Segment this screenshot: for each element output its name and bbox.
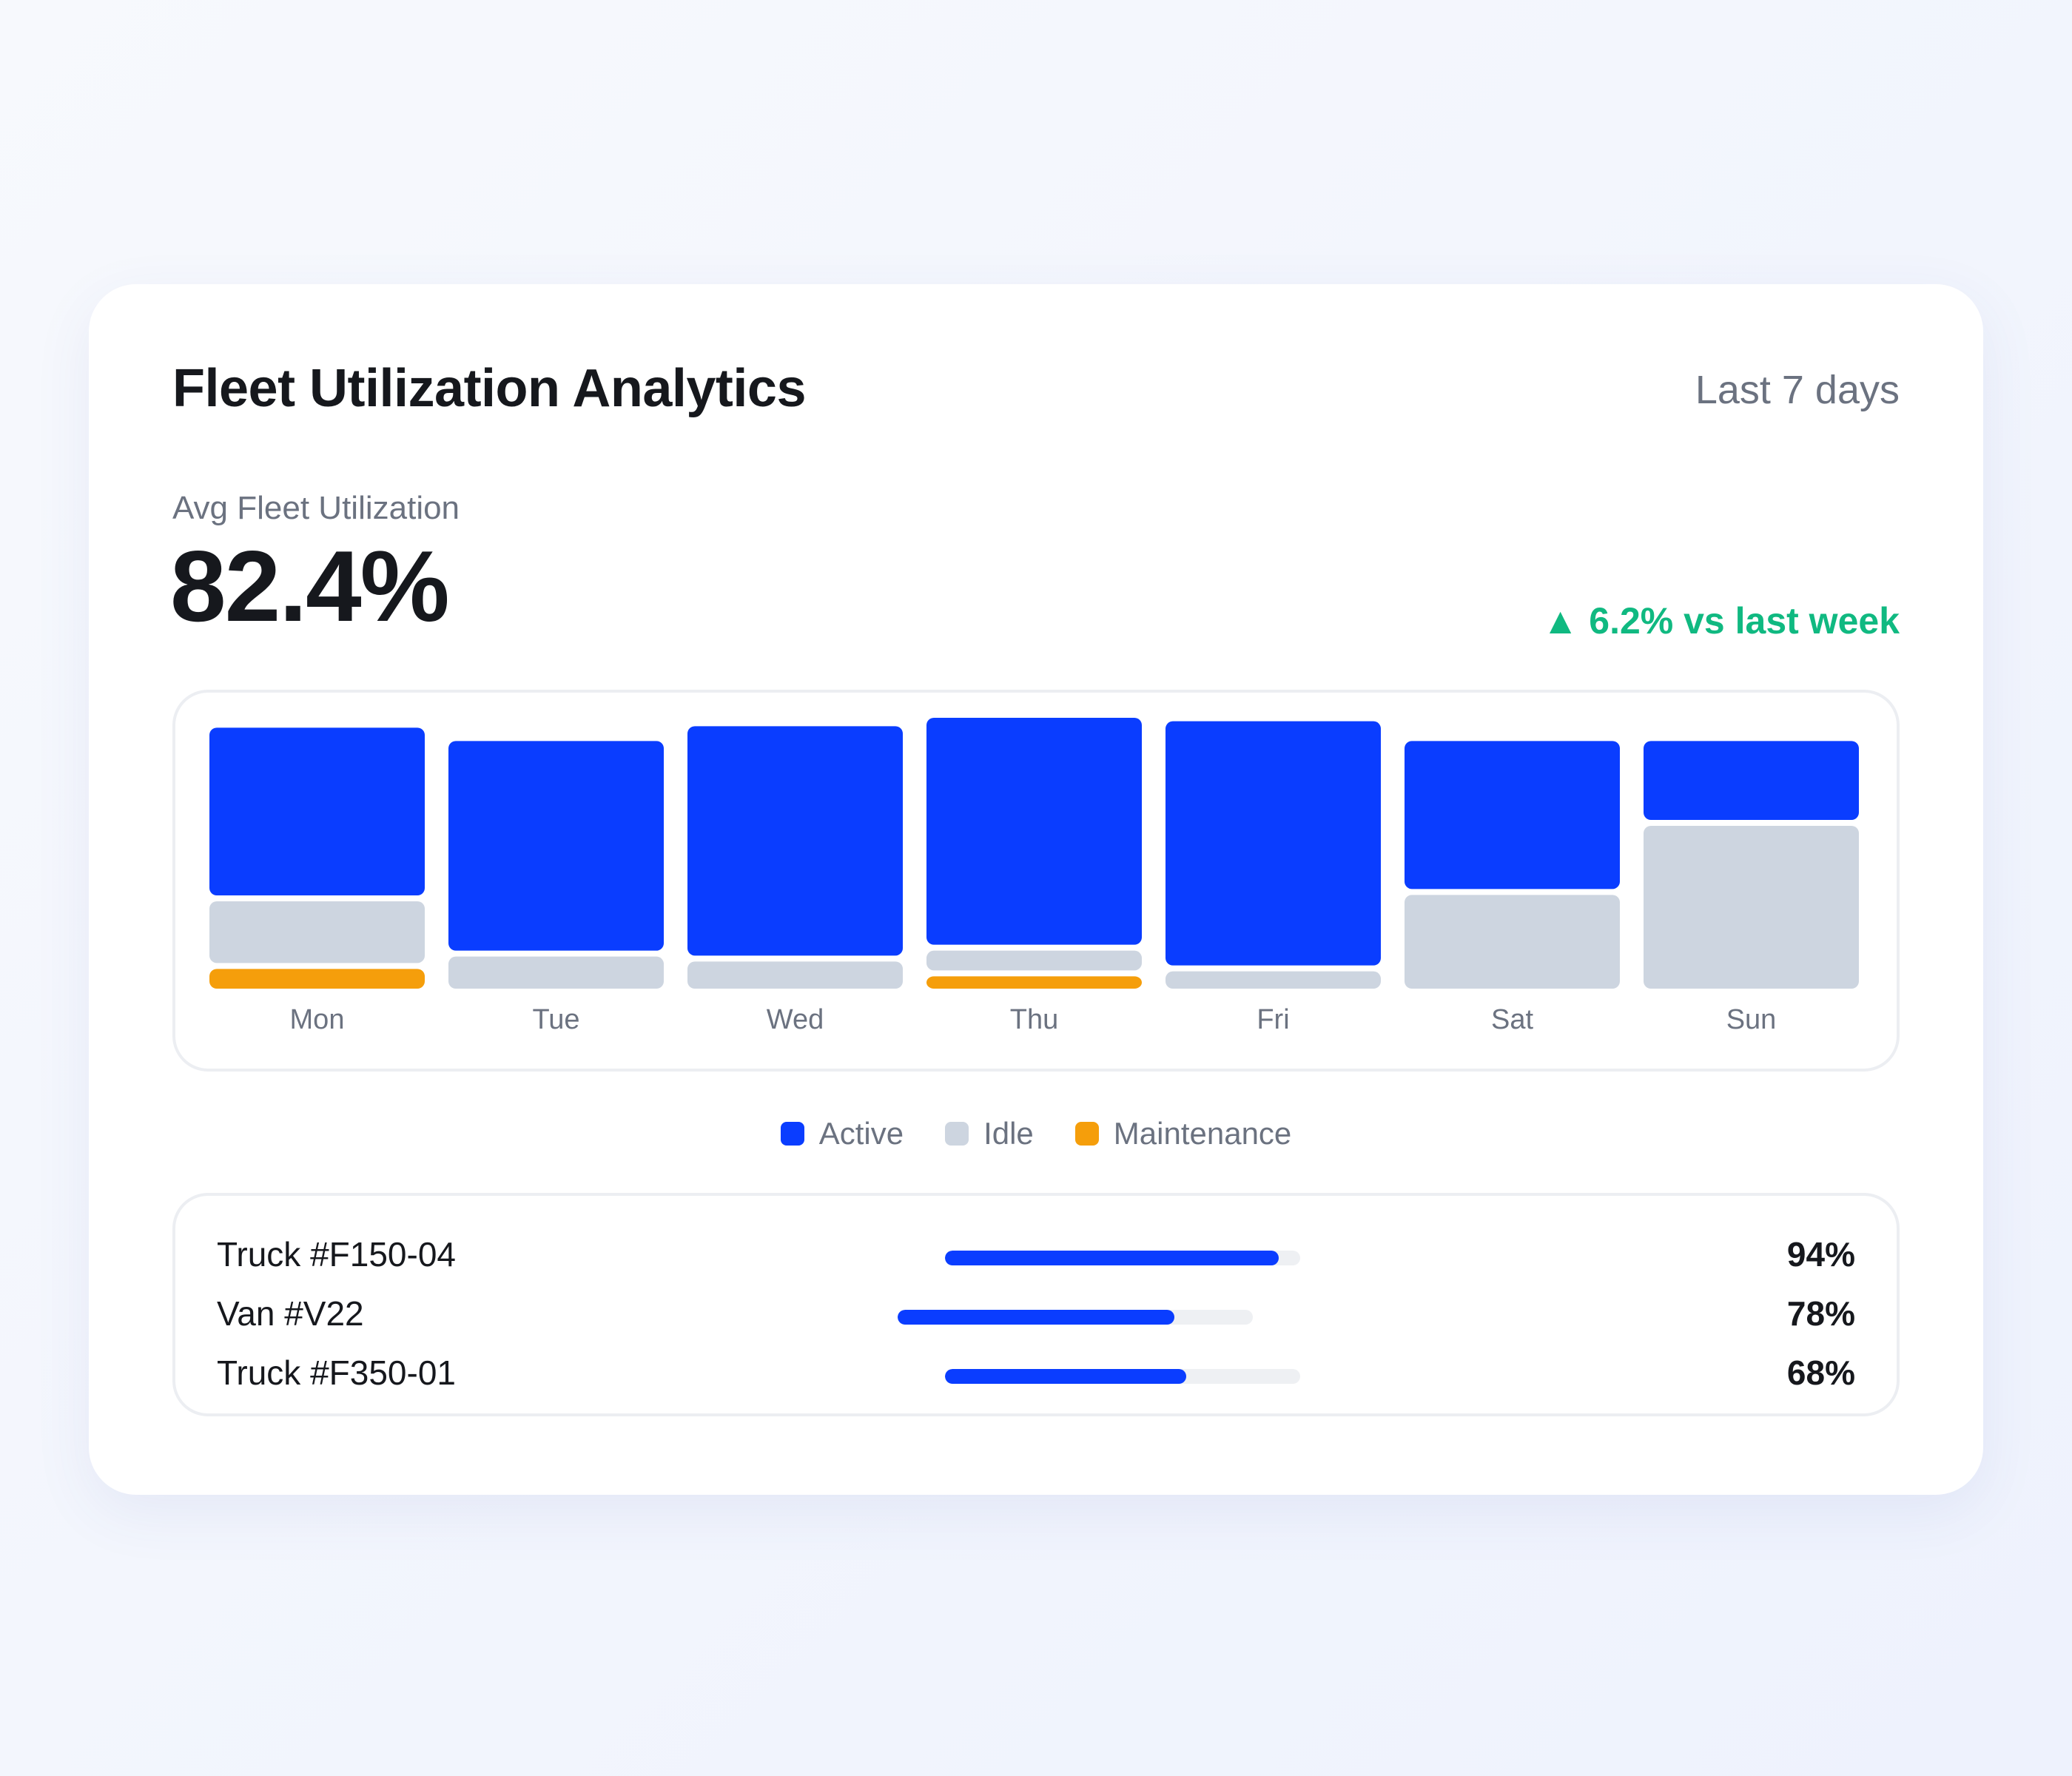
x-tick-label: Sat bbox=[1491, 1004, 1533, 1035]
legend-swatch-active bbox=[780, 1122, 804, 1146]
bar-active-mon[interactable] bbox=[209, 727, 425, 895]
legend-swatch-maintenance bbox=[1074, 1122, 1099, 1146]
legend-item-maintenance: Maintenance bbox=[1074, 1116, 1292, 1151]
legend-item-idle: Idle bbox=[945, 1116, 1034, 1151]
vehicle-utilization-value: 78% bbox=[1786, 1294, 1855, 1333]
bar-idle-wed[interactable] bbox=[687, 961, 903, 989]
legend-label-idle: Idle bbox=[983, 1116, 1034, 1151]
vehicle-name: Van #V22 bbox=[217, 1294, 364, 1333]
legend-label-maintenance: Maintenance bbox=[1113, 1116, 1292, 1151]
x-tick-label: Wed bbox=[767, 1004, 824, 1035]
vehicle-utilization-list: Truck #F150-04 94% Van #V22 78% Truck #F… bbox=[172, 1193, 1900, 1416]
x-tick-label: Thu bbox=[1010, 1004, 1058, 1035]
bar-idle-sat[interactable] bbox=[1405, 895, 1620, 989]
bar-active-sun[interactable] bbox=[1644, 741, 1859, 820]
legend-swatch-idle bbox=[945, 1122, 969, 1146]
card-title: Fleet Utilization Analytics bbox=[172, 359, 806, 418]
bar-idle-sun[interactable] bbox=[1644, 826, 1859, 989]
legend-label-active: Active bbox=[818, 1116, 904, 1151]
vehicle-name: Truck #F150-04 bbox=[217, 1235, 456, 1274]
stacked-bar-chart: Mon Tue Wed Thu Fri Sat Sun bbox=[209, 718, 1859, 1035]
utilization-bar-fill bbox=[945, 1251, 1279, 1265]
bar-idle-mon[interactable] bbox=[209, 901, 425, 963]
vehicle-row[interactable]: Truck #F150-04 94% bbox=[175, 1228, 1897, 1288]
vehicle-utilization-value: 68% bbox=[1786, 1353, 1855, 1392]
bar-active-wed[interactable] bbox=[687, 726, 903, 956]
fleet-utilization-card: Fleet Utilization Analytics Last 7 days … bbox=[89, 284, 1983, 1495]
bar-active-fri[interactable] bbox=[1166, 721, 1381, 966]
bar-maintenance-mon[interactable] bbox=[209, 969, 425, 989]
utilization-chart: Mon Tue Wed Thu Fri Sat Sun bbox=[172, 690, 1900, 1072]
vehicle-row[interactable]: Van #V22 78% bbox=[175, 1288, 1897, 1347]
x-tick-label: Mon bbox=[290, 1004, 345, 1035]
utilization-bar-track bbox=[945, 1369, 1300, 1384]
bar-active-thu[interactable] bbox=[926, 718, 1142, 945]
bar-idle-fri[interactable] bbox=[1166, 971, 1381, 989]
x-tick-label: Fri bbox=[1257, 1004, 1289, 1035]
vehicle-utilization-value: 94% bbox=[1786, 1235, 1855, 1274]
kpi-value: 82.4% bbox=[170, 530, 450, 642]
vehicle-row[interactable]: Truck #F350-01 68% bbox=[175, 1347, 1897, 1406]
legend-item-active: Active bbox=[780, 1116, 904, 1151]
bar-maintenance-thu[interactable] bbox=[926, 976, 1142, 989]
utilization-bar-fill bbox=[945, 1369, 1187, 1384]
x-tick-label: Tue bbox=[532, 1004, 579, 1035]
chart-legend: Active Idle Maintenance bbox=[89, 1116, 1983, 1151]
utilization-bar-fill bbox=[898, 1310, 1175, 1325]
kpi-label: Avg Fleet Utilization bbox=[172, 490, 460, 526]
kpi-delta-badge: ▲ 6.2% vs last week bbox=[1541, 600, 1900, 642]
utilization-bar-track bbox=[898, 1310, 1253, 1325]
vehicle-name: Truck #F350-01 bbox=[217, 1353, 456, 1392]
bar-idle-tue[interactable] bbox=[448, 956, 664, 989]
utilization-bar-track bbox=[945, 1251, 1300, 1265]
x-tick-label: Sun bbox=[1726, 1004, 1777, 1035]
bar-active-tue[interactable] bbox=[448, 741, 664, 951]
date-range-label[interactable]: Last 7 days bbox=[1695, 368, 1900, 412]
bar-idle-thu[interactable] bbox=[926, 950, 1142, 971]
bar-active-sat[interactable] bbox=[1405, 741, 1620, 889]
